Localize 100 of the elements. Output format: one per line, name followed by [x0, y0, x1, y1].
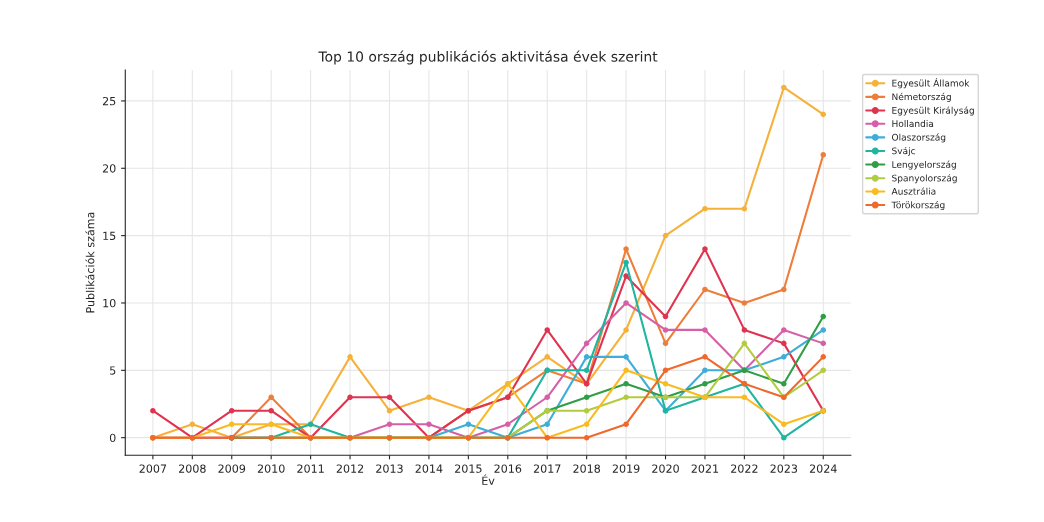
point [623, 300, 629, 306]
y-axis-title: Publikációk száma [85, 212, 95, 313]
x-tick-label: 2019 [612, 464, 640, 473]
point [268, 407, 274, 414]
point [623, 394, 629, 401]
point [228, 421, 235, 427]
x-tick-label: 2021 [691, 464, 719, 473]
point [781, 434, 787, 441]
legend-label: Ausztrália [891, 187, 936, 195]
x-tick-label: 2010 [257, 464, 285, 473]
point [820, 152, 827, 158]
point [781, 421, 787, 427]
point [702, 286, 708, 293]
point [426, 421, 432, 427]
legend-label: Hollandia [892, 120, 934, 128]
y-tick-label: 25 [102, 96, 116, 106]
point [426, 394, 432, 401]
x-axis-title: Év [482, 474, 495, 485]
chart-title: Top 10 ország publikációs aktivitása évek szerint [318, 50, 658, 65]
x-tick-label: 2018 [573, 464, 601, 473]
point [583, 421, 590, 427]
legend-label: Olaszország [892, 133, 946, 143]
point [820, 327, 827, 333]
point [741, 340, 748, 347]
point [623, 421, 629, 427]
point [386, 394, 393, 401]
point [741, 327, 748, 333]
point [544, 421, 550, 427]
legend-label: Lengyelország [892, 160, 956, 170]
point [662, 327, 669, 333]
point [347, 354, 353, 360]
x-tick-label: 2009 [218, 464, 246, 473]
legend-label: Egyesült Államok [892, 78, 970, 89]
point [583, 340, 590, 347]
x-tick-label: 2023 [770, 464, 798, 473]
point [623, 259, 629, 266]
point [741, 394, 748, 401]
x-tick-label: 2013 [376, 464, 403, 473]
point [662, 340, 669, 347]
point [583, 394, 590, 401]
point [662, 313, 669, 320]
x-tick-label: 2017 [533, 464, 561, 473]
point [781, 354, 787, 360]
point [662, 367, 669, 374]
x-tick-label: 2012 [336, 464, 364, 473]
point [544, 394, 550, 401]
y-tick-label: 5 [110, 366, 116, 375]
x-tick-label: 2015 [455, 464, 482, 473]
point [662, 232, 669, 239]
point [781, 340, 787, 347]
point [583, 434, 590, 441]
point [781, 84, 787, 91]
point [741, 205, 748, 212]
x-tick-label: 2014 [415, 464, 443, 473]
point [228, 407, 235, 414]
point [702, 381, 708, 387]
y-tick-label: 15 [103, 231, 116, 241]
point [505, 421, 511, 427]
legend-label: Törökország [891, 200, 945, 211]
x-tick-label: 2011 [297, 464, 324, 473]
y-tick-label: 20 [102, 164, 116, 173]
point [623, 367, 629, 374]
legend-label: Svájc [892, 146, 916, 156]
point [150, 407, 156, 414]
point [820, 354, 827, 360]
x-tick-label: 2022 [731, 464, 758, 473]
point [623, 354, 629, 360]
point [820, 313, 827, 320]
point [583, 354, 590, 360]
legend-label: Spanyolország [892, 174, 957, 184]
point [386, 421, 393, 427]
point [702, 327, 708, 333]
x-tick-label: 2016 [494, 464, 522, 473]
point [702, 354, 708, 360]
point [781, 327, 787, 333]
point [781, 381, 787, 387]
point [820, 340, 827, 347]
point [583, 407, 590, 414]
point [347, 394, 353, 401]
point [386, 407, 393, 414]
legend-label: Németország [892, 92, 951, 102]
point [623, 273, 629, 279]
point [820, 111, 827, 118]
point [189, 421, 196, 427]
point [702, 205, 708, 212]
point [781, 286, 787, 293]
point [583, 367, 590, 374]
point [820, 367, 827, 374]
point [268, 394, 274, 401]
point [544, 354, 550, 360]
point [662, 381, 669, 387]
y-tick-label: 0 [109, 433, 116, 443]
x-tick-label: 2008 [178, 464, 206, 473]
point [623, 327, 629, 333]
legend-label: Egyesült Királyság [892, 106, 974, 116]
point [623, 381, 629, 387]
point [544, 327, 550, 333]
point [623, 246, 629, 252]
x-tick-label: 2020 [652, 464, 679, 473]
x-tick-label: 2007 [139, 464, 167, 473]
